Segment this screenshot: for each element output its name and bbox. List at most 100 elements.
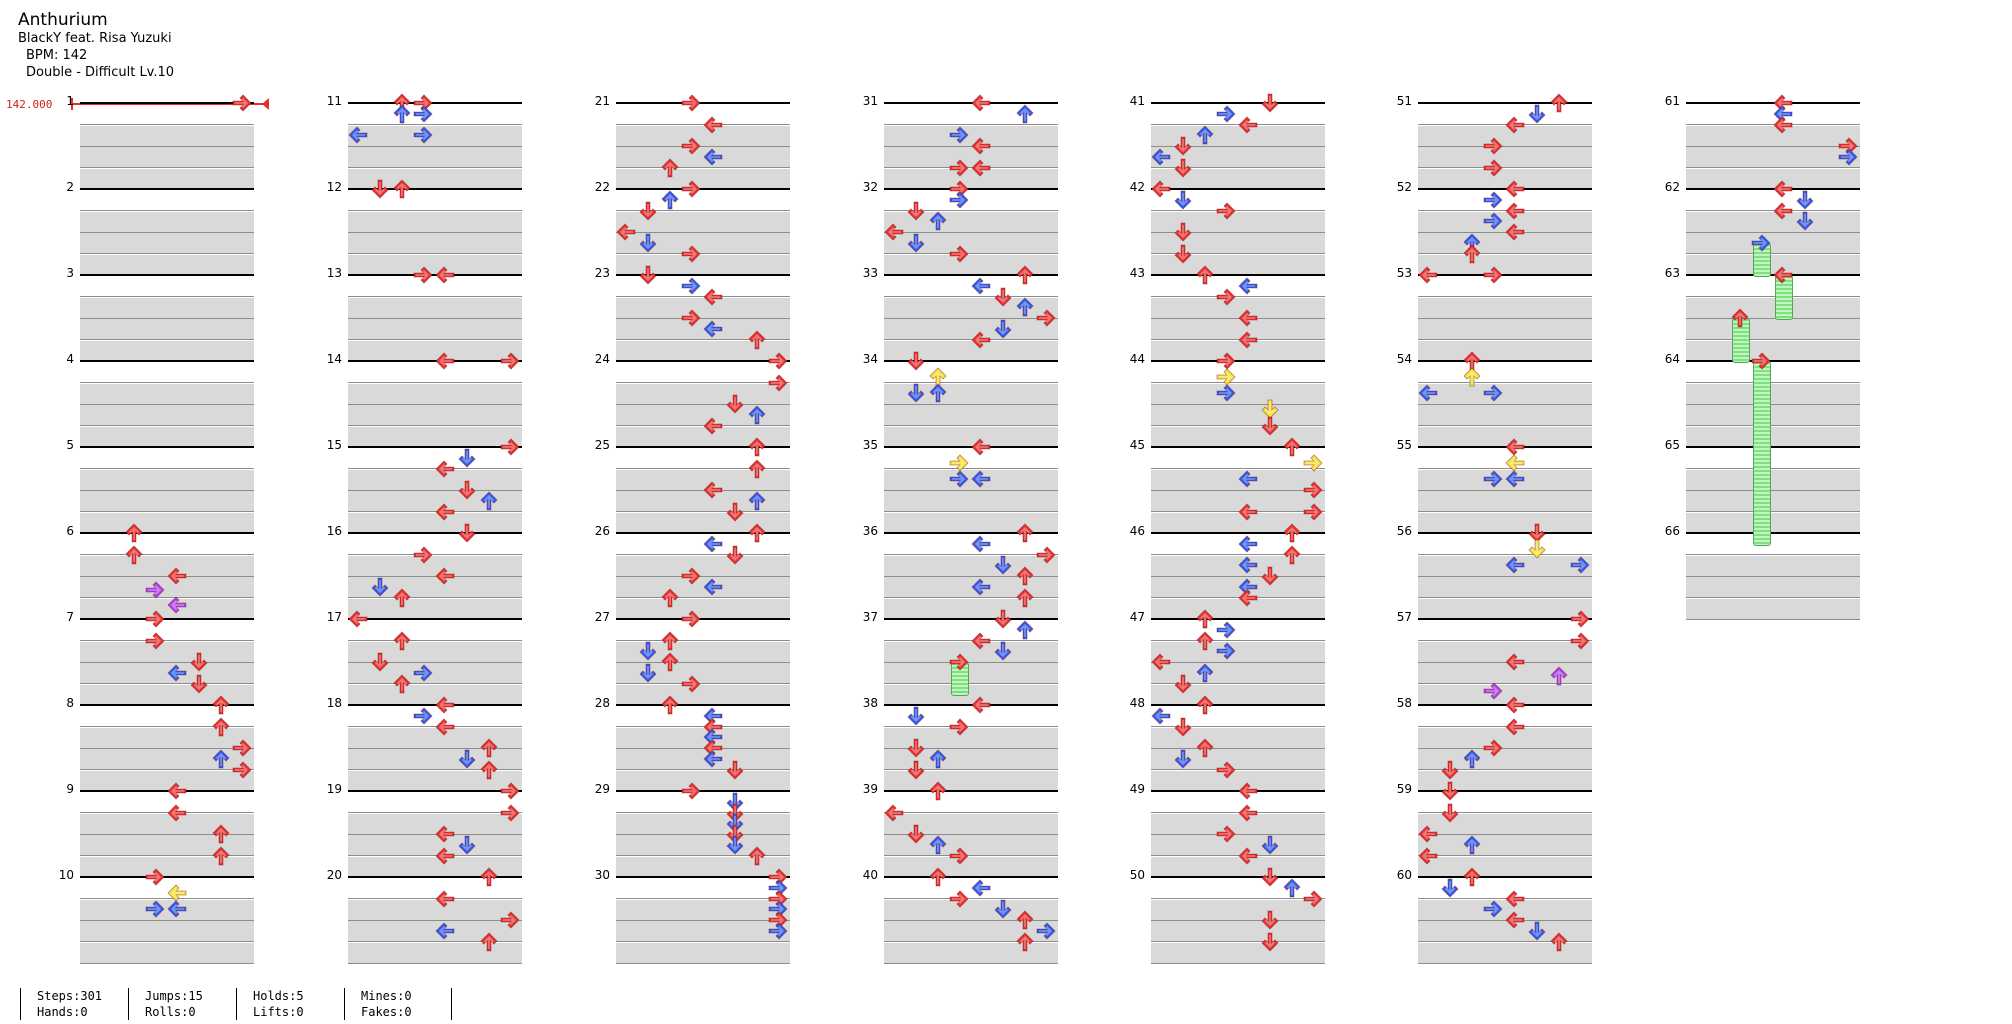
measure-37: 37: [863, 610, 1058, 706]
arrow-right-icon: [145, 580, 165, 600]
beat-band: [348, 426, 522, 448]
measure-line: [348, 102, 522, 104]
measure-line: [1686, 446, 1860, 448]
measure-61: 61: [1665, 94, 1860, 190]
beat-band: [80, 190, 254, 211]
arrow-up-icon: [211, 749, 231, 769]
measure-line: [884, 446, 1058, 448]
arrow-up-icon: [747, 437, 767, 457]
beat-band: [616, 534, 790, 555]
arrow-right-icon: [681, 136, 701, 156]
beat-band: [1151, 125, 1325, 147]
measure-56: 56: [1397, 524, 1592, 620]
arrow-up-icon: [479, 738, 499, 758]
beat-band: [616, 577, 790, 598]
beat-band: [80, 491, 254, 512]
arrow-right-icon: [681, 781, 701, 801]
beat-band: [348, 598, 522, 620]
beat-band: [884, 383, 1058, 405]
arrow-up-icon: [1015, 910, 1035, 930]
arrow-right-icon: [768, 373, 788, 393]
arrow-up-icon: [928, 835, 948, 855]
arrow-right-icon: [1303, 502, 1323, 522]
beat-band: [616, 641, 790, 663]
arrow-down-icon: [993, 641, 1013, 661]
arrow-right-icon: [1483, 190, 1503, 210]
beat-band: [1686, 233, 1860, 254]
measure-line: [1151, 532, 1325, 534]
beat-band: [348, 125, 522, 147]
arrow-right-icon: [1570, 631, 1590, 651]
arrow-left-icon: [1505, 201, 1525, 221]
beat-band: [1686, 383, 1860, 405]
beat-band: [1686, 448, 1860, 469]
beat-band: [1418, 899, 1592, 921]
arrow-down-icon: [1795, 190, 1815, 210]
arrow-right-icon: [413, 104, 433, 124]
arrow-up-icon: [660, 630, 680, 651]
beat-band: [884, 319, 1058, 340]
arrow-right-icon: [413, 706, 433, 726]
measure-42: 42: [1130, 180, 1325, 276]
arrow-left-icon: [971, 695, 991, 715]
measure-line: [1151, 876, 1325, 878]
beat-band: [348, 555, 522, 577]
beat-band: [884, 577, 1058, 598]
measure-number: 4: [66, 352, 74, 366]
arrow-up-icon: [747, 458, 767, 479]
measure-line: [616, 704, 790, 706]
measure-4: 4: [66, 352, 254, 448]
arrow-right-icon: [500, 437, 520, 457]
beat-band: [1418, 469, 1592, 491]
arrow-left-icon: [1773, 179, 1793, 199]
beat-band: [884, 125, 1058, 147]
measure-number: 27: [594, 610, 610, 624]
arrow-right-icon: [1216, 824, 1236, 844]
beat-band: [1418, 125, 1592, 147]
measure-28: 28: [595, 696, 790, 792]
arrow-up-icon: [747, 845, 767, 866]
beat-band: [1418, 491, 1592, 512]
arrow-down-icon: [1173, 190, 1193, 210]
arrow-down-icon: [638, 641, 658, 661]
beat-band: [348, 491, 522, 512]
arrow-left-icon: [1418, 824, 1438, 844]
song-title: Anthurium: [18, 10, 108, 30]
beat-band: [616, 555, 790, 577]
arrow-down-icon: [906, 201, 926, 221]
arrow-right-icon: [1216, 201, 1236, 221]
beat-band: [1151, 641, 1325, 663]
arrow-left-icon: [1151, 147, 1171, 167]
beat-band: [80, 813, 254, 835]
measure-25: 25: [595, 438, 790, 534]
arrow-down-icon: [370, 652, 390, 672]
measure-number: 44: [1129, 352, 1145, 366]
measure-line: [884, 102, 1058, 104]
measure-number: 29: [594, 782, 610, 796]
beat-band: [884, 856, 1058, 878]
beat-band: [80, 835, 254, 856]
beat-band: [616, 684, 790, 706]
beat-band: [1418, 555, 1592, 577]
arrow-left-icon: [1505, 717, 1525, 737]
measure-number: 47: [1129, 610, 1145, 624]
arrow-left-icon: [971, 631, 991, 651]
measure-62: 62: [1665, 180, 1860, 276]
measure-line: [348, 446, 522, 448]
measure-number: 21: [594, 94, 610, 108]
arrow-right-icon: [949, 652, 969, 672]
arrow-right-icon: [145, 631, 165, 651]
measure-number: 7: [66, 610, 74, 624]
measure-19: 19: [327, 782, 522, 878]
arrow-left-icon: [167, 566, 187, 586]
beat-band: [1686, 405, 1860, 426]
beat-band: [884, 835, 1058, 856]
measure-46: 46: [1130, 524, 1325, 620]
arrow-down-icon: [993, 555, 1013, 575]
beat-band: [884, 727, 1058, 749]
arrow-right-icon: [949, 717, 969, 737]
arrow-up-icon: [660, 190, 680, 210]
arrow-left-icon: [1505, 453, 1525, 473]
measure-line: [1151, 102, 1325, 104]
arrow-up-icon: [211, 824, 231, 844]
